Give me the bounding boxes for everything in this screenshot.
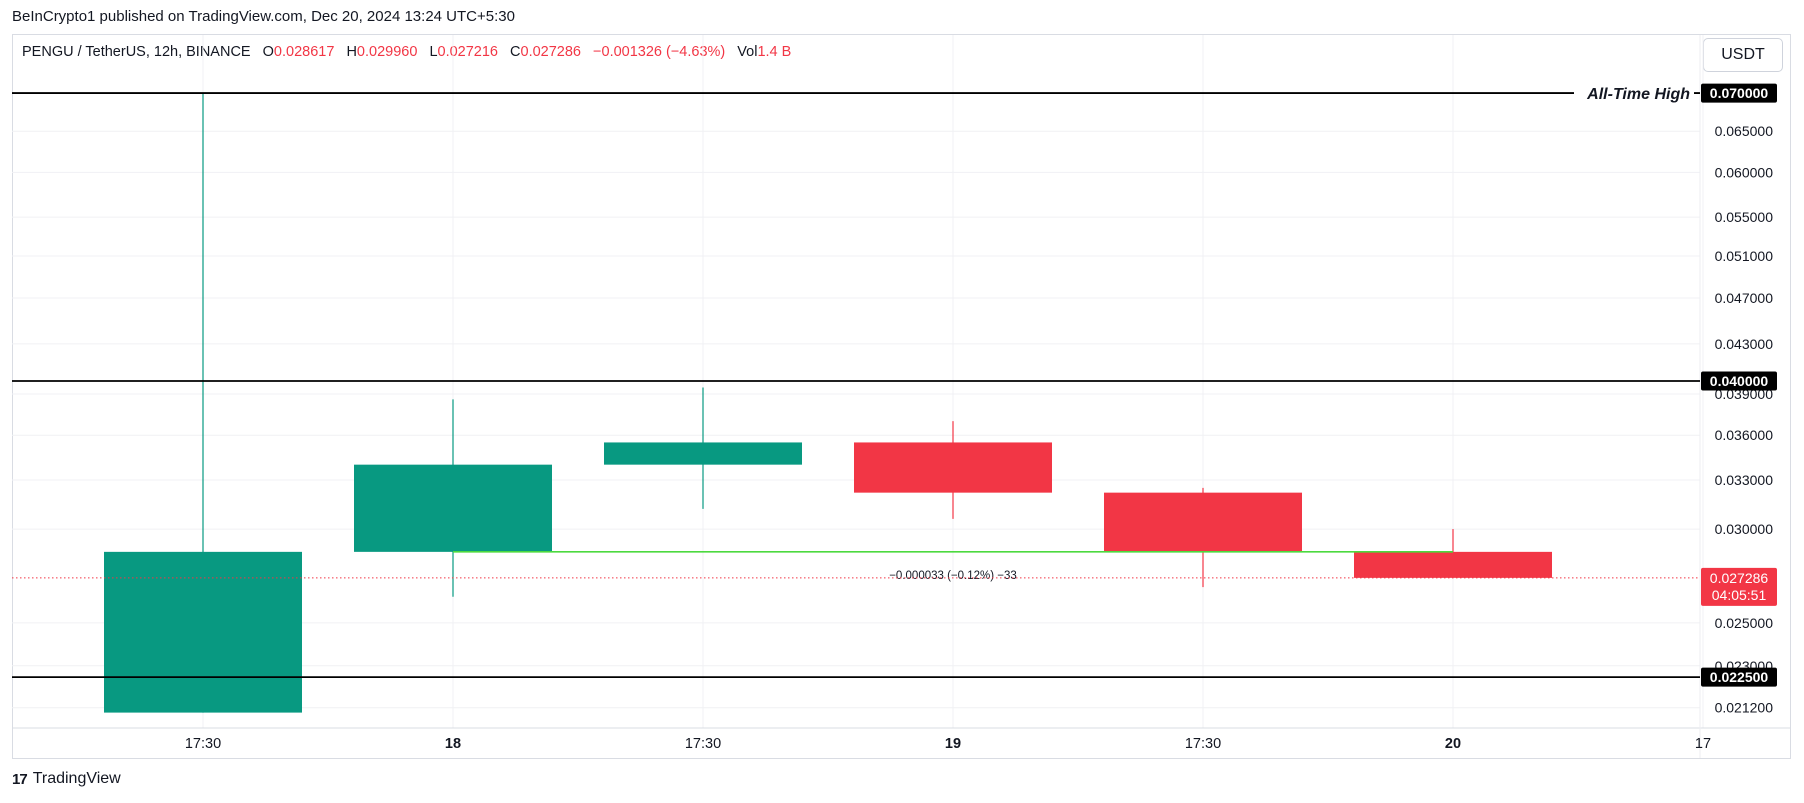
level-price-label: 0.070000 <box>1710 85 1769 101</box>
legend-open-value: 0.028617 <box>273 44 335 60</box>
level-price-tag <box>1701 667 1777 687</box>
x-tick-label: 20 <box>1445 736 1461 752</box>
legend-volume-value: 1.4 B <box>757 44 792 60</box>
x-tick-label: 17:30 <box>185 736 221 752</box>
candle-body <box>354 464 552 552</box>
tradingview-logo-icon: 17 <box>12 770 28 788</box>
legend-close-label: C <box>510 44 521 60</box>
y-tick-label: 0.021200 <box>1715 700 1774 716</box>
legend-high-value: 0.029960 <box>356 44 418 60</box>
x-tick-label: 17:30 <box>685 736 721 752</box>
x-tick-label: 18 <box>445 736 461 752</box>
candle-body <box>104 551 302 713</box>
legend-low-label: L <box>429 44 438 60</box>
x-tick-label: 17 <box>1695 736 1711 752</box>
candle-body <box>854 442 1052 493</box>
chart-frame <box>12 34 1791 759</box>
y-tick-label: 0.030000 <box>1715 521 1774 537</box>
y-tick-label: 0.047000 <box>1715 290 1774 306</box>
last-price-label: 0.027286 <box>1710 570 1769 586</box>
y-tick-label: 0.065000 <box>1715 123 1774 139</box>
y-tick-label: 0.036000 <box>1715 427 1774 443</box>
level-annotation-bg <box>1574 82 1694 103</box>
candle-body <box>1354 551 1552 578</box>
level-price-tag <box>1701 371 1777 391</box>
legend-open-label: O <box>262 44 274 60</box>
x-tick-label: 17:30 <box>1185 736 1221 752</box>
y-tick-label: 0.055000 <box>1715 209 1774 225</box>
bar-countdown: 04:05:51 <box>1712 587 1767 603</box>
publisher-line: BeInCrypto1 published on TradingView.com… <box>12 8 515 25</box>
y-tick-label: 0.051000 <box>1715 248 1774 264</box>
level-price-label: 0.040000 <box>1710 373 1769 389</box>
level-price-label: 0.022500 <box>1710 669 1769 685</box>
measure-label: −0.000033 (−0.12%) −33 <box>889 570 1017 582</box>
footer: 17 TradingView <box>12 770 121 788</box>
y-tick-label: 0.043000 <box>1715 336 1774 352</box>
x-tick-label: 19 <box>945 736 961 752</box>
legend-symbol[interactable]: PENGU / TetherUS, 12h, BINANCE <box>22 44 251 60</box>
footer-brand: TradingView <box>32 770 121 787</box>
last-price-tag <box>1701 567 1777 606</box>
level-price-tag <box>1701 83 1777 103</box>
legend-close-value: 0.027286 <box>520 44 581 60</box>
y-tick-label: 0.060000 <box>1715 164 1774 180</box>
legend-volume-label: Vol <box>737 44 758 60</box>
level-annotation: All-Time High <box>1586 86 1690 103</box>
y-tick-label: 0.025000 <box>1715 615 1774 631</box>
legend-change-value: −0.001326 (−4.63%) <box>593 44 726 60</box>
legend-high-label: H <box>346 44 357 60</box>
candle-body <box>604 442 802 465</box>
y-tick-label: 0.033000 <box>1715 472 1774 488</box>
candle-body <box>1104 492 1302 552</box>
